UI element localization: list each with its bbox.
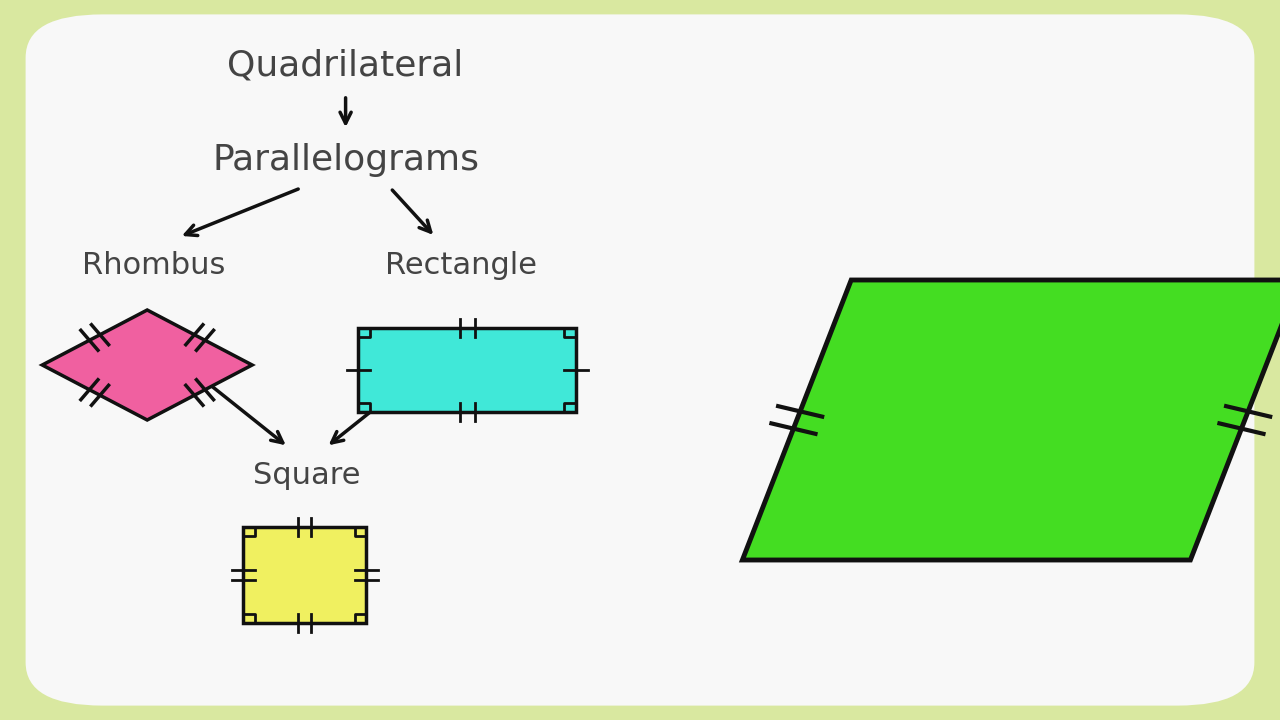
Polygon shape [742, 280, 1280, 560]
FancyBboxPatch shape [243, 527, 366, 623]
Text: Quadrilateral: Quadrilateral [228, 48, 463, 82]
FancyBboxPatch shape [358, 328, 576, 412]
Polygon shape [42, 310, 252, 420]
Text: Parallelograms: Parallelograms [212, 143, 479, 177]
Text: Rectangle: Rectangle [385, 251, 536, 279]
Text: Rhombus: Rhombus [82, 251, 225, 279]
Text: Square: Square [253, 461, 361, 490]
